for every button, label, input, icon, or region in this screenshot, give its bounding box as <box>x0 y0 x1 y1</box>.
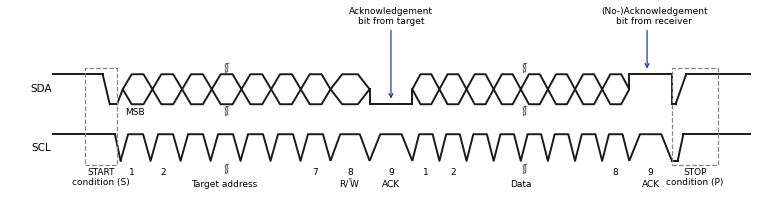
Text: SCL: SCL <box>32 142 51 153</box>
Text: 9: 9 <box>648 168 653 177</box>
Text: ʃʃ: ʃʃ <box>224 63 232 73</box>
Text: ʃʃ: ʃʃ <box>521 106 529 116</box>
Text: STOP
condition (P): STOP condition (P) <box>666 168 724 187</box>
Text: Target address: Target address <box>190 180 257 189</box>
Text: ʃʃ: ʃʃ <box>224 106 232 116</box>
Text: 7: 7 <box>312 168 318 177</box>
Text: SDA: SDA <box>30 84 51 94</box>
Text: MSB: MSB <box>125 108 145 117</box>
Text: START
condition (S): START condition (S) <box>72 168 130 187</box>
Text: ʃʃ: ʃʃ <box>224 164 232 174</box>
Text: 9: 9 <box>388 168 394 177</box>
Text: 1: 1 <box>423 168 428 177</box>
Text: ʃʃ: ʃʃ <box>521 164 529 174</box>
Text: Data: Data <box>510 180 532 189</box>
Text: ʃʃ: ʃʃ <box>521 63 529 73</box>
Text: ACK: ACK <box>642 180 659 189</box>
Text: 2: 2 <box>450 168 456 177</box>
Text: ACK: ACK <box>382 180 400 189</box>
Text: (No-)Acknowledgement
bit from receiver: (No-)Acknowledgement bit from receiver <box>601 7 708 26</box>
Text: 2: 2 <box>160 168 165 177</box>
Text: W: W <box>350 180 358 189</box>
Text: 1: 1 <box>129 168 135 177</box>
Text: R/: R/ <box>339 180 348 189</box>
Text: 8: 8 <box>613 168 619 177</box>
Text: Acknowledgement
bit from target: Acknowledgement bit from target <box>349 7 433 26</box>
Text: 8: 8 <box>347 168 353 177</box>
